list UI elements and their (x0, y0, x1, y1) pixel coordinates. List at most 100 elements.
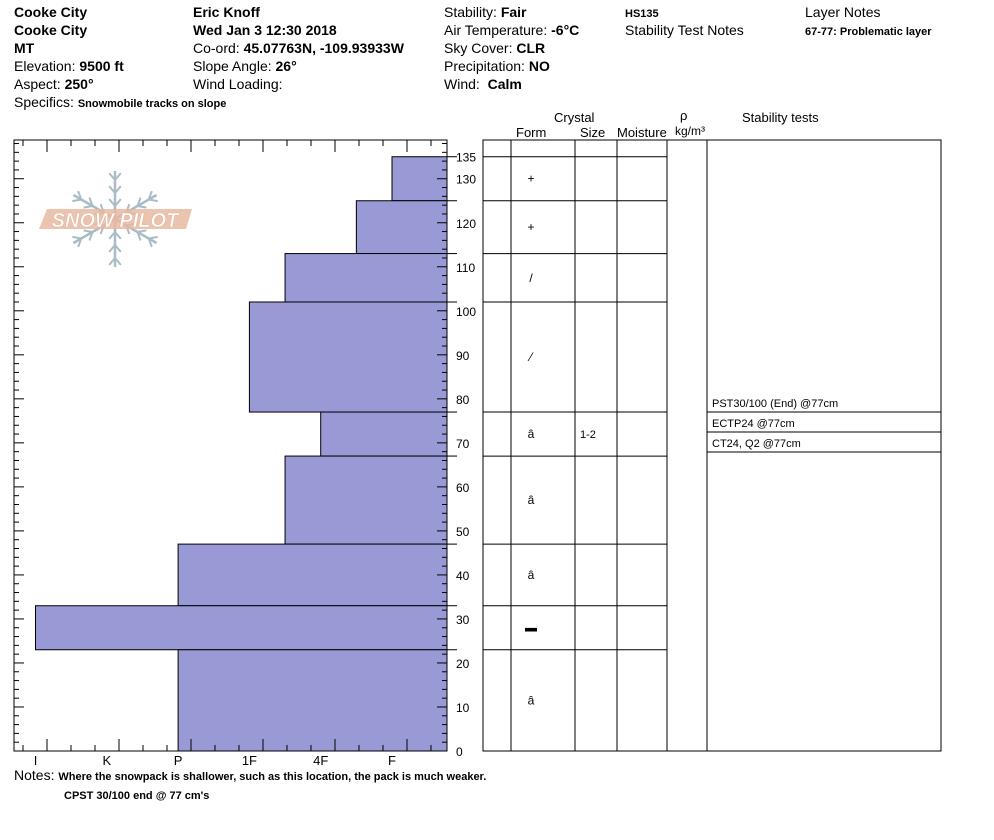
crystal-form: ȃ (528, 493, 535, 507)
height-tick-label: 0 (456, 745, 463, 759)
precip-label: Precipitation: (444, 58, 525, 74)
elevation-label: Elevation: (14, 58, 76, 74)
density-unit-header: kg/m³ (675, 124, 705, 138)
flake-branch (72, 235, 82, 240)
notes-label: Notes: (14, 767, 55, 783)
crystal-form: ⁄ (527, 350, 534, 364)
logo-banner (39, 209, 192, 229)
wind: Wind: Calm (444, 76, 522, 92)
flake-branch (77, 238, 83, 248)
flake-branch (114, 185, 122, 194)
location-line2: Cooke City (14, 22, 88, 38)
height-tick-label: 70 (456, 437, 470, 451)
hardness-layer-bar (177, 543, 448, 607)
hardness-tick-label: 1F (242, 753, 257, 768)
layer-notes-title: Layer Notes (805, 4, 881, 20)
flake-branch (114, 172, 122, 181)
flake-branch (108, 172, 116, 181)
hardness-layer-bar (284, 253, 448, 303)
hardness-tick-label: P (174, 753, 183, 768)
wind-loading-label: Wind Loading: (193, 76, 283, 92)
wind-label: Wind: (444, 76, 480, 92)
height-tick-label: 80 (456, 393, 470, 407)
slope-label: Slope Angle: (193, 58, 272, 74)
stability-test-label: PST30/100 (End) @77cm (712, 398, 838, 410)
flake-branch (148, 235, 158, 240)
flake-branch (88, 231, 94, 241)
density-column (666, 139, 708, 752)
form-header: Form (516, 125, 547, 140)
hardness-layer-bar (284, 455, 448, 545)
flake-branch (83, 229, 93, 233)
flake-branch (77, 190, 83, 200)
air-temperature: Air Temperature: -6°C (444, 22, 579, 38)
stability: Stability: Fair (444, 4, 527, 20)
specifics-value: Snowmobile tracks on slope (77, 98, 227, 110)
crystal-size: 1-2 (580, 429, 596, 441)
location-line1: Cooke City (14, 4, 88, 20)
height-tick-label: 40 (456, 569, 470, 583)
coord-label: Co-ord: (193, 40, 240, 56)
stability-table-frame (706, 139, 942, 752)
crystal-form: ▬ (525, 621, 537, 635)
observer: Eric Knoff (193, 4, 260, 20)
sky-cover: Sky Cover: CLR (444, 40, 545, 56)
crystal-form: ȃ (528, 568, 535, 582)
height-tick-label: 60 (456, 481, 470, 495)
sky-value: CLR (516, 40, 546, 56)
state: MT (14, 40, 35, 56)
wind-value: Calm (487, 76, 522, 92)
air-temp-label: Air Temperature: (444, 22, 548, 38)
datetime: Wed Jan 3 12:30 2018 (193, 22, 337, 38)
hardness-layer-bar (248, 301, 448, 413)
hardness-layer-bar (355, 200, 448, 255)
hardness-plot-frame (13, 139, 448, 752)
air-temp-value: -6°C (551, 22, 580, 38)
flake-branch (137, 229, 147, 233)
precipitation: Precipitation: NO (444, 58, 550, 74)
crystal-header: Crystal (554, 110, 595, 125)
crystal-form: / (529, 271, 533, 285)
wind-loading: Wind Loading: (193, 76, 283, 92)
crystal-form: ȃ (528, 427, 535, 441)
flake-branch (108, 231, 116, 240)
hardness-tick-label: 4F (313, 753, 328, 768)
height-tick-label: 120 (456, 217, 476, 231)
height-tick-label: 100 (456, 305, 476, 319)
height-tick-label: 10 (456, 701, 470, 715)
hs-total: HS135 (625, 8, 659, 20)
crystal-form: + (527, 172, 534, 186)
flake-branch (88, 197, 94, 207)
height-tick-label: 110 (456, 261, 475, 275)
size-header: Size (580, 125, 606, 140)
rho-header: ρ (680, 108, 688, 123)
height-tick-label: 50 (456, 525, 470, 539)
hardness-tick-label: K (102, 753, 111, 768)
flake-branch (148, 198, 158, 203)
height-tick-label: 90 (456, 349, 470, 363)
height-tick-label: 30 (456, 613, 470, 627)
stability-test-notes-title: Stability Test Notes (625, 22, 744, 38)
hardness-layer-bar (177, 649, 448, 752)
height-tick-label: 20 (456, 657, 470, 671)
flake-branch (108, 244, 116, 253)
height-tick-label: 130 (456, 173, 476, 187)
specifics-label: Specifics: (14, 94, 74, 110)
stability-test-label: CT24, Q2 @77cm (712, 438, 801, 450)
slope-angle: Slope Angle: 26° (193, 58, 297, 74)
aspect-value: 250° (64, 76, 94, 92)
coordinates: Co-ord: 45.07763N, -109.93933W (193, 40, 404, 56)
slope-value: 26° (275, 58, 297, 74)
flake-branch (114, 231, 122, 240)
flake-branch (83, 205, 93, 209)
flake-branch (147, 238, 153, 248)
stability-tests-header: Stability tests (742, 110, 819, 125)
elevation: Elevation: 9500 ft (14, 58, 124, 74)
stability-value: Fair (500, 4, 527, 20)
coord-value: 45.07763N, -109.93933W (243, 40, 404, 56)
hardness-layer-bar (35, 605, 448, 651)
snowpilot-logo: SNOW PILOT (39, 171, 192, 267)
hardness-tick-label: F (388, 753, 396, 768)
flake-branch (108, 185, 116, 194)
